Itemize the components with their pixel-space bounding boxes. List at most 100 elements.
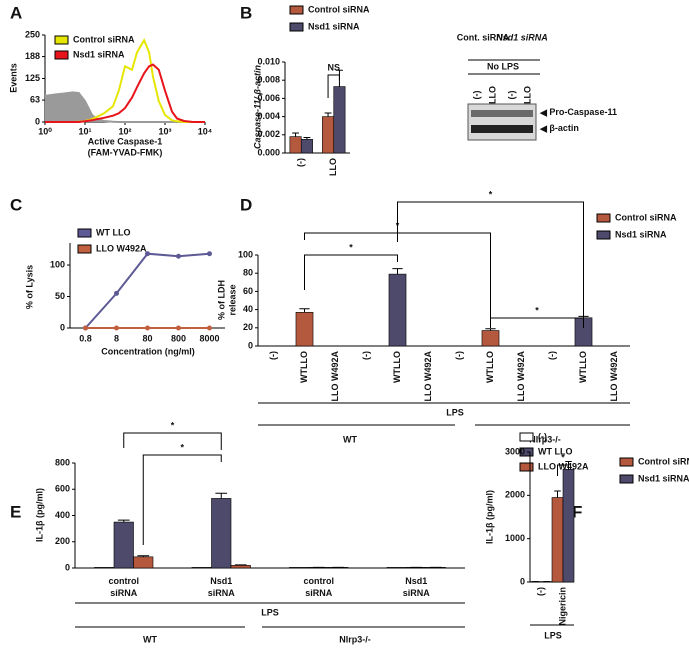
x-axis-label: Active Caspase-1	[88, 136, 163, 146]
bar	[94, 567, 115, 569]
x-tick-label: control siRNA	[109, 576, 140, 598]
legend-label: Nsd1 siRNA	[73, 49, 125, 59]
x-tick-label: 0.8	[79, 333, 92, 343]
significance-bracket	[142, 454, 222, 545]
legend-swatch	[596, 230, 611, 240]
x-tick-label: 8	[114, 333, 119, 343]
group-label: LPS	[544, 630, 562, 640]
y-axis-label: % of LDH	[216, 280, 226, 320]
y-tick-label: 50	[55, 291, 65, 301]
point	[207, 325, 212, 331]
legend-label: Control siRNA	[73, 34, 135, 44]
legend-label: Nsd1 siRNA	[638, 473, 689, 483]
legend-label: Nsd1 siRNA	[615, 229, 667, 239]
panel-letter: D	[240, 195, 252, 214]
y-tick-label: 100	[50, 259, 65, 269]
panel-letter: C	[10, 195, 22, 214]
blot-band	[471, 125, 533, 133]
x-axis-label: (FAM-YVAD-FMK)	[88, 147, 163, 157]
legend-swatch	[54, 35, 69, 45]
blot-band-label: ◀ Pro-Caspase-11	[539, 107, 617, 117]
y-tick-label: 3000	[505, 446, 525, 456]
significance-bracket	[123, 432, 222, 450]
error-bar	[485, 328, 496, 331]
error-bar	[215, 492, 228, 499]
x-tick-label: 8000	[199, 333, 219, 343]
blot-band-label: β-actin	[549, 123, 579, 133]
group-label: LPS	[446, 407, 464, 417]
western-blot: Cont. siRNA Nsd1 siRNA No LPS (-) LLO (-…	[457, 32, 617, 141]
bar	[191, 567, 212, 569]
panel-letter: F	[572, 502, 582, 521]
x-tick-label: (-)	[268, 351, 278, 360]
annotation: NS	[327, 62, 340, 72]
significance-bracket	[490, 317, 584, 328]
y-tick-label: 0.004	[257, 111, 280, 121]
x-tick-label: LLO W492A	[423, 351, 433, 402]
line	[44, 91, 205, 123]
y-axis-label: IL-1β (pg/ml)	[34, 488, 44, 542]
y-tick-label: 63	[30, 94, 40, 104]
bar	[388, 273, 407, 347]
bar	[211, 498, 232, 569]
bar	[230, 565, 251, 569]
legend-swatch	[519, 462, 534, 472]
y-tick-label: 0.002	[257, 129, 280, 139]
point	[176, 325, 181, 331]
y-tick-label: 20	[243, 322, 253, 332]
bar	[562, 469, 575, 583]
significance-bracket	[557, 464, 569, 476]
x-tick-label: WTLLO	[299, 351, 309, 383]
blot-band	[471, 110, 533, 117]
legend-label: Control siRNA	[615, 212, 677, 222]
legend-label: (-)	[538, 431, 547, 441]
y-tick-label: 1000	[505, 533, 525, 543]
annotation: *	[535, 305, 539, 315]
annotation: *	[489, 189, 493, 199]
y-tick-label: 125	[25, 73, 40, 83]
y-axis-label: IL-1β (pg/ml)	[484, 490, 494, 544]
x-tick-label: 10⁰	[38, 126, 52, 136]
bar	[300, 139, 313, 154]
x-tick-label: LLO W492A	[516, 351, 526, 402]
x-tick-label: 10³	[158, 126, 171, 136]
legend-swatch	[289, 5, 304, 15]
y-tick-label: 100	[238, 249, 253, 259]
significance-bracket	[327, 74, 340, 98]
blot-lane: LLO	[487, 86, 497, 104]
x-tick-label: Nigericin	[557, 587, 567, 626]
x-tick-label: 10⁴	[198, 126, 212, 136]
legend-label: LLO W492A	[538, 461, 589, 471]
bar	[295, 312, 314, 347]
y-tick-label: 188	[25, 51, 40, 61]
y-tick-label: 400	[55, 510, 70, 520]
bar	[551, 497, 564, 583]
legend-label: Control siRNA	[308, 4, 370, 14]
blot-group: Nsd1 siRNA	[496, 32, 548, 42]
annotation: *	[561, 452, 565, 462]
x-tick-label: control siRNA	[304, 576, 335, 598]
error-bar	[303, 137, 311, 140]
point	[176, 253, 181, 259]
significance-bracket	[304, 254, 398, 290]
error-bar	[292, 132, 299, 137]
x-tick-label: LLO W492A	[330, 351, 340, 402]
legend-label: WT LLO	[96, 227, 131, 237]
line	[84, 252, 210, 329]
legend-swatch	[54, 50, 69, 60]
error-bar	[554, 490, 561, 498]
group-label: Nlrp3-/-	[339, 634, 371, 644]
y-tick-label: 0	[35, 116, 40, 126]
legend-swatch	[619, 457, 634, 467]
point	[145, 325, 150, 331]
panel-letter: A	[10, 3, 22, 22]
bar	[113, 521, 134, 569]
x-tick-label: 80	[142, 333, 152, 343]
legend-swatch	[289, 22, 304, 32]
line	[45, 63, 205, 123]
y-axis-label: Caspase-11/ β-actin	[252, 65, 262, 149]
error-bar	[392, 268, 403, 275]
legend-label: LLO W492A	[96, 243, 147, 253]
point	[114, 325, 119, 331]
